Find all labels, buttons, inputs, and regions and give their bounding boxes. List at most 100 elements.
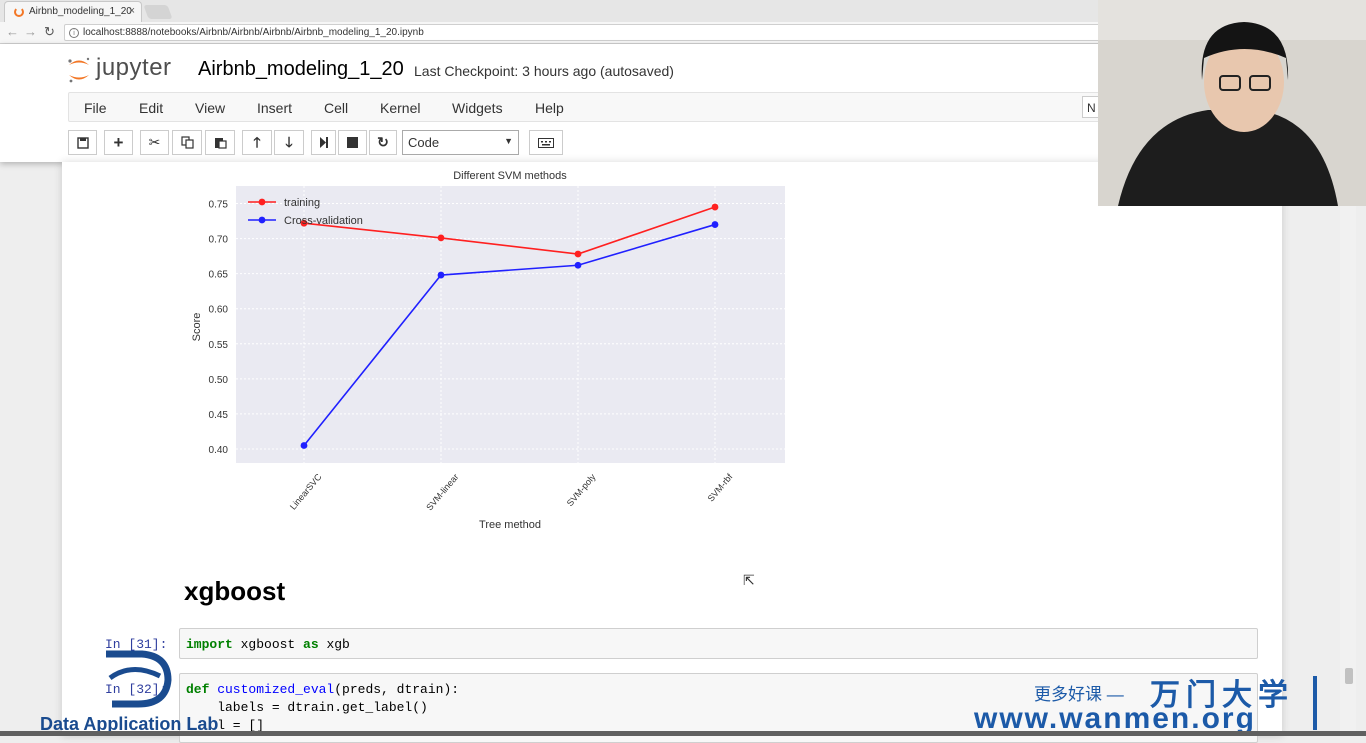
data-point	[300, 442, 308, 449]
restart-icon: ↻	[377, 134, 389, 150]
x-tick-label: SVM-linear	[424, 472, 460, 513]
reload-icon[interactable]: ↻	[44, 24, 55, 39]
code-text: (preds, dtrain):	[334, 682, 460, 697]
info-icon[interactable]: i	[69, 28, 79, 38]
code-keyword: def	[186, 682, 210, 697]
svm-methods-chart: Different SVM methods Tree method Score …	[191, 170, 785, 531]
y-tick-label: 0.60	[209, 305, 229, 316]
menu-bar: File Edit View Insert Cell Kernel Widget…	[68, 92, 1103, 122]
menu-widgets[interactable]: Widgets	[452, 100, 503, 116]
browser-tab[interactable]: Airbnb_modeling_1_20 ×	[4, 1, 142, 22]
code-line: labels = dtrain.get_label()	[186, 700, 428, 715]
series-line	[303, 206, 716, 255]
y-tick-label: 0.40	[209, 445, 229, 456]
menu-insert[interactable]: Insert	[257, 100, 293, 116]
code-keyword: as	[303, 637, 319, 652]
legend-entry: Cross-validation	[284, 215, 363, 227]
y-tick-label: 0.55	[209, 340, 229, 351]
arrow-down-icon: 🡓	[285, 134, 293, 150]
menu-help[interactable]: Help	[535, 100, 564, 116]
x-tick-label: SVM-rbf	[706, 471, 735, 503]
cut-icon: ✂	[148, 134, 161, 150]
menu-file[interactable]: File	[84, 100, 107, 116]
new-tab-button[interactable]	[143, 5, 173, 19]
move-up-button[interactable]: 🡑	[242, 130, 272, 155]
data-point	[574, 250, 582, 258]
wanmen-name: 万门大学	[1150, 679, 1294, 712]
cell-type-value: Code	[408, 135, 440, 150]
copy-button[interactable]	[172, 130, 202, 155]
data-point	[711, 221, 719, 228]
scrollbar-thumb[interactable]	[1345, 668, 1353, 684]
y-tick-label: 0.45	[209, 410, 229, 421]
x-tick-label: SVM-poly	[565, 471, 598, 508]
menu-cell[interactable]: Cell	[324, 100, 349, 116]
paste-icon	[214, 138, 227, 149]
wanmen-url: www.wanmen.org	[974, 702, 1256, 735]
markdown-heading: xgboost	[184, 576, 286, 606]
url-input[interactable]: i localhost:8888/notebooks/Airbnb/Airbnb…	[64, 24, 1104, 41]
back-arrow-icon[interactable]: ←	[6, 24, 19, 39]
step-forward-icon	[319, 137, 328, 148]
bottom-edge	[0, 731, 1366, 736]
code-line: def customized_eval(preds, dtrain):	[186, 682, 459, 697]
y-tick-label: 0.75	[209, 200, 229, 211]
y-tick-label: 0.70	[209, 235, 229, 246]
arrow-up-icon: 🡑	[253, 134, 261, 150]
address-bar: ← → ↻ i localhost:8888/notebooks/Airbnb/…	[0, 22, 1366, 44]
wanmen-slogan: 更多好课 —	[1034, 685, 1124, 704]
presenter-video-icon	[1098, 0, 1366, 206]
code-text: xgb	[318, 637, 350, 652]
cell-prompt: In [31]:	[105, 637, 168, 652]
checkpoint-status: Last Checkpoint: 3 hours ago (autosaved)	[414, 63, 674, 79]
notebook-title[interactable]: Airbnb_modeling_1_20	[198, 58, 404, 80]
jupyter-logo-icon	[68, 57, 90, 83]
y-tick-label: 0.65	[209, 270, 229, 281]
stop-icon	[347, 137, 358, 148]
save-icon	[76, 137, 89, 149]
chart-x-axis-label: Tree method	[479, 519, 541, 531]
jupyter-logo-text: jupyter	[96, 54, 172, 81]
y-tick-label: 0.50	[209, 375, 229, 386]
mouse-cursor-icon: ⇱	[743, 572, 755, 588]
series-line	[303, 223, 716, 446]
move-down-button[interactable]: 🡓	[274, 130, 304, 155]
data-application-lab-logo-icon	[106, 650, 172, 708]
data-application-lab-watermark: Data Application Lab	[40, 714, 219, 734]
tab-close-icon[interactable]: ×	[128, 5, 135, 17]
cut-button[interactable]: ✂	[140, 130, 169, 155]
legend-marker	[258, 216, 266, 224]
copy-icon	[180, 136, 194, 149]
code-cell[interactable]: import xgboost as xgb	[179, 628, 1258, 659]
restart-button[interactable]: ↻	[369, 130, 397, 155]
data-point	[437, 234, 445, 242]
menu-view[interactable]: View	[195, 100, 226, 116]
tab-title: Airbnb_modeling_1_20	[29, 6, 132, 17]
insert-cell-button[interactable]: +	[104, 130, 133, 155]
run-button[interactable]	[311, 130, 336, 155]
chart-title: Different SVM methods	[453, 170, 567, 182]
code-keyword: import	[186, 637, 233, 652]
menu-edit[interactable]: Edit	[139, 100, 164, 116]
command-palette-button[interactable]	[529, 130, 563, 155]
menu-kernel[interactable]: Kernel	[380, 100, 421, 116]
url-text: localhost:8888/notebooks/Airbnb/Airbnb/A…	[83, 27, 424, 38]
watermark-divider	[1313, 676, 1317, 730]
interrupt-button[interactable]	[338, 130, 367, 155]
x-tick-label: LinearSVC	[288, 471, 324, 511]
forward-arrow-icon[interactable]: →	[24, 24, 37, 39]
jupyter-favicon-icon	[14, 7, 24, 17]
cell-type-select[interactable]: Code ▼	[402, 130, 519, 155]
legend-entry: training	[284, 197, 320, 209]
cell-prompt: In [32]:	[105, 682, 168, 697]
kernel-indicator[interactable]: N	[1082, 96, 1102, 118]
scrollbar-track[interactable]	[1340, 162, 1356, 736]
save-button[interactable]	[68, 130, 97, 155]
data-point	[574, 261, 582, 269]
browser-tab-strip: Airbnb_modeling_1_20 ×	[0, 0, 1366, 22]
chevron-down-icon: ▼	[504, 136, 513, 146]
paste-button[interactable]	[205, 130, 235, 155]
data-point	[711, 203, 719, 211]
code-line: import xgboost as xgb	[186, 637, 350, 652]
code-line: l = []	[186, 718, 265, 733]
